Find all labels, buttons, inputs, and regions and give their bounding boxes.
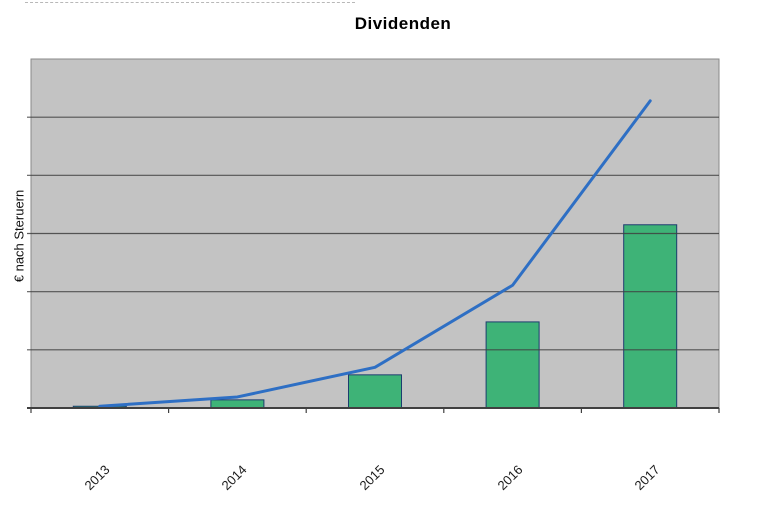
top-dashed-border-artifact <box>25 2 355 3</box>
bar-2014 <box>210 399 265 409</box>
bar-2015 <box>348 374 402 409</box>
line-series <box>98 99 652 408</box>
bar-2017 <box>623 224 678 409</box>
bar-2016 <box>485 321 540 409</box>
chart-title: Dividenden <box>354 14 452 33</box>
